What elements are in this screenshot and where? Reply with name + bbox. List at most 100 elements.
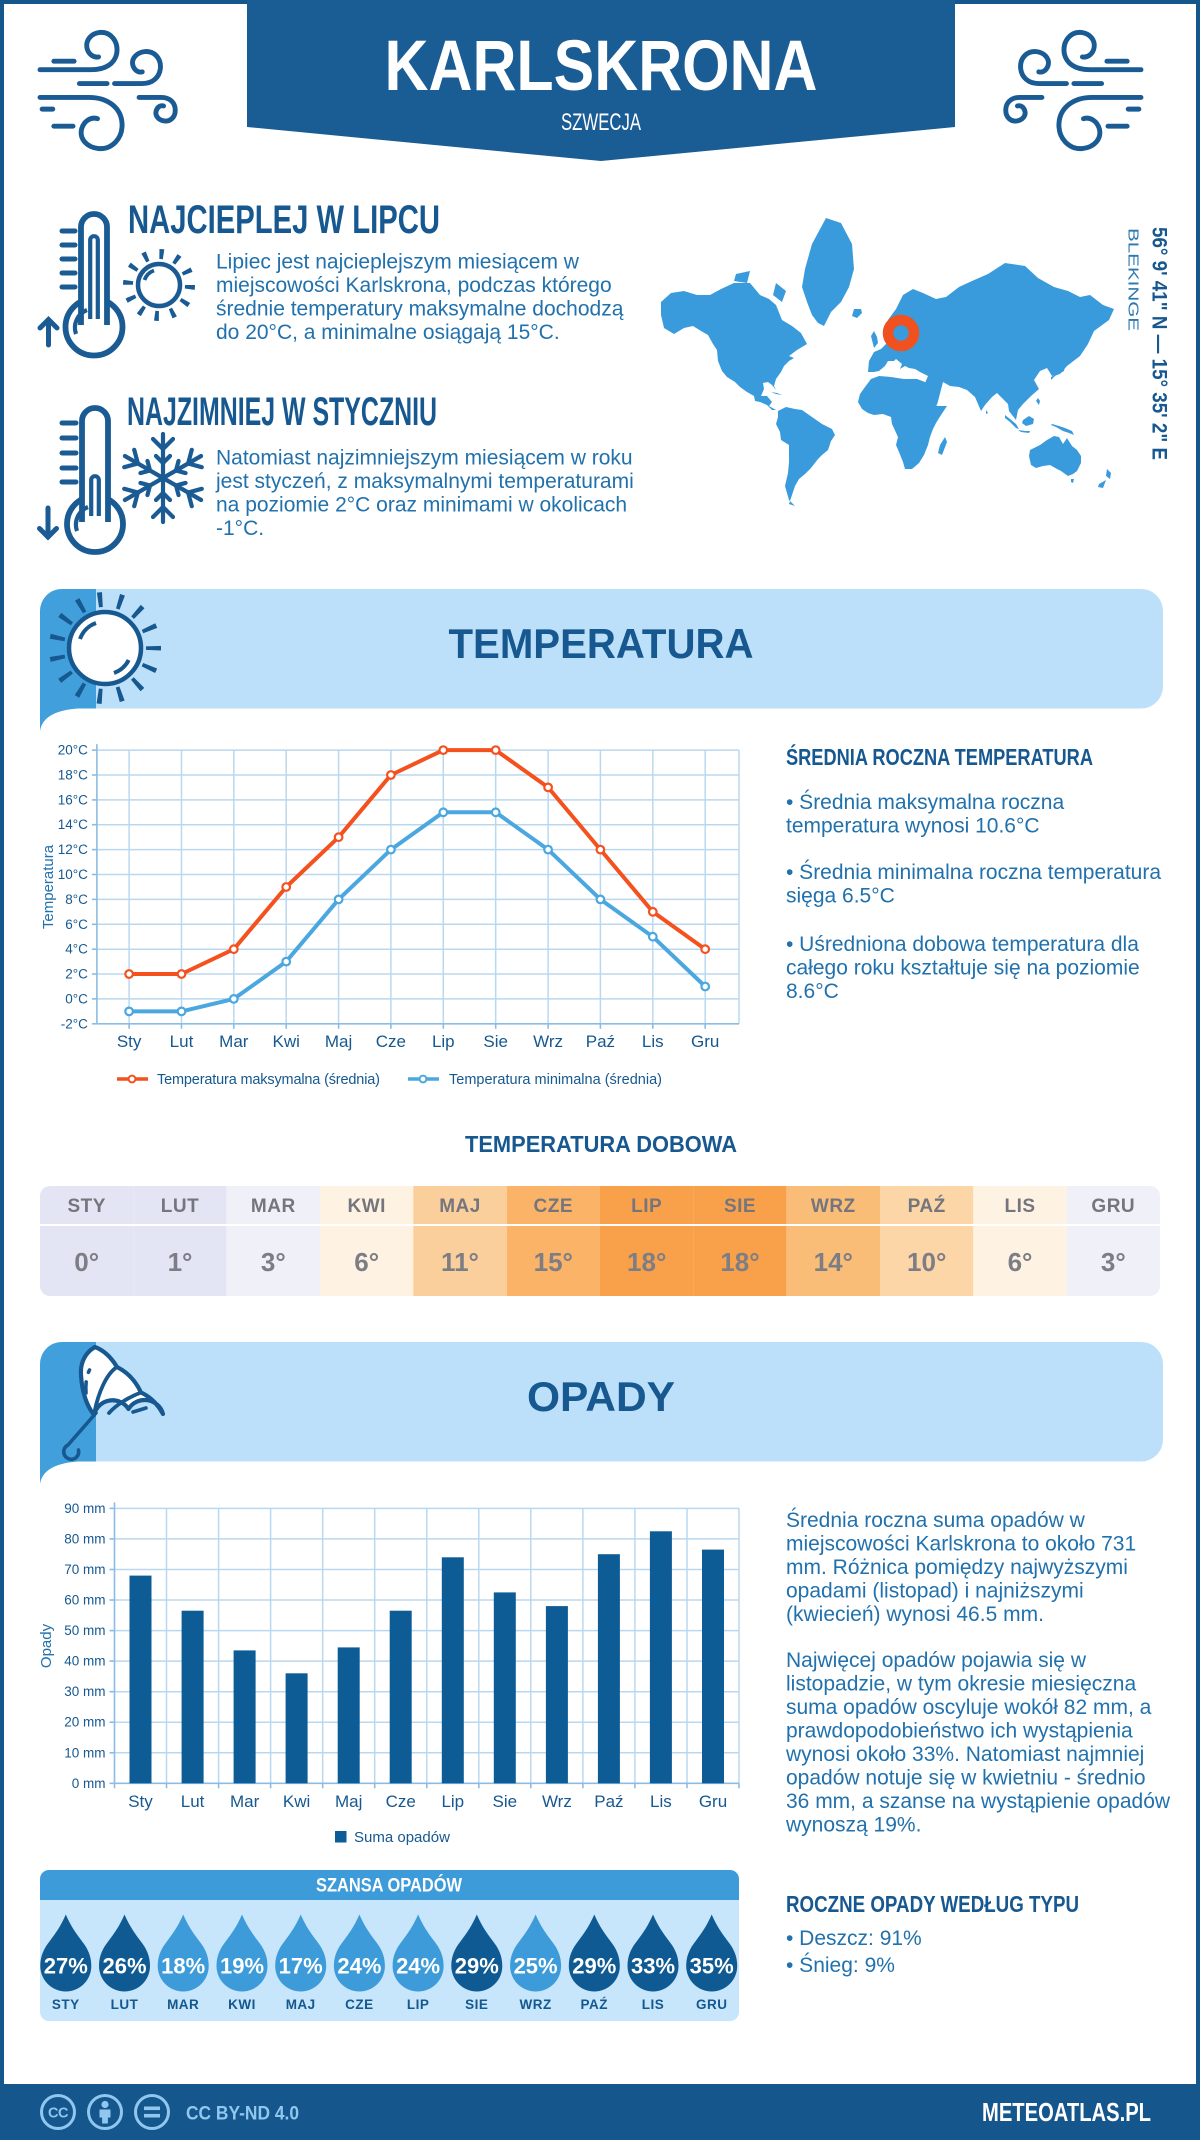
svg-text:OPADY: OPADY [527, 1373, 675, 1420]
svg-text:Lip: Lip [432, 1032, 455, 1051]
svg-text:MAR: MAR [167, 1997, 199, 2012]
svg-text:25%: 25% [514, 1954, 558, 1979]
svg-text:WRZ: WRZ [519, 1997, 551, 2012]
svg-text:0°: 0° [74, 1247, 99, 1277]
svg-text:LUT: LUT [161, 1196, 199, 1217]
svg-text:WRZ: WRZ [811, 1196, 856, 1217]
svg-text:Cze: Cze [386, 1792, 416, 1811]
svg-text:Sty: Sty [128, 1792, 153, 1811]
svg-text:KWI: KWI [228, 1997, 256, 2012]
svg-text:16°C: 16°C [58, 792, 88, 807]
svg-text:SIE: SIE [724, 1196, 756, 1217]
svg-text:18%: 18% [161, 1954, 205, 1979]
svg-text:60 mm: 60 mm [64, 1593, 105, 1608]
svg-text:CZE: CZE [534, 1196, 574, 1217]
svg-text:PAŹ: PAŹ [908, 1195, 946, 1217]
svg-text:LIP: LIP [407, 1997, 430, 2012]
svg-text:70 mm: 70 mm [64, 1562, 105, 1577]
svg-text:80 mm: 80 mm [64, 1531, 105, 1546]
svg-text:CZE: CZE [345, 1997, 374, 2012]
svg-text:20 mm: 20 mm [64, 1715, 105, 1730]
svg-text:METEOATLAS.PL: METEOATLAS.PL [982, 2097, 1151, 2127]
svg-text:• Uśredniona dobowa temperatur: • Uśredniona dobowa temperatura dla całeg… [786, 933, 1140, 1003]
svg-text:17%: 17% [279, 1954, 323, 1979]
svg-text:CC: CC [48, 2106, 69, 2122]
svg-text:24%: 24% [396, 1954, 440, 1979]
svg-text:Lut: Lut [181, 1792, 205, 1811]
svg-text:• Deszcz: 91%: • Deszcz: 91% [786, 1927, 922, 1950]
svg-text:MAJ: MAJ [286, 1997, 316, 2012]
svg-text:6°: 6° [354, 1247, 379, 1277]
svg-text:Suma opadów: Suma opadów [354, 1829, 450, 1846]
svg-text:SZWECJA: SZWECJA [561, 109, 641, 136]
svg-text:29%: 29% [572, 1954, 616, 1979]
svg-text:Kwi: Kwi [272, 1032, 299, 1051]
svg-text:18°C: 18°C [58, 768, 88, 783]
svg-text:STY: STY [67, 1196, 105, 1217]
svg-text:14°C: 14°C [58, 817, 88, 832]
svg-text:Wrz: Wrz [542, 1792, 572, 1811]
svg-text:Gru: Gru [699, 1792, 727, 1811]
svg-text:Sie: Sie [483, 1032, 508, 1051]
svg-text:10°: 10° [907, 1247, 946, 1277]
svg-text:Gru: Gru [691, 1032, 719, 1051]
svg-text:Temperatura maksymalna (średni: Temperatura maksymalna (średnia) [157, 1072, 380, 1088]
svg-text:Sie: Sie [493, 1792, 518, 1811]
svg-text:Opady: Opady [38, 1623, 55, 1668]
svg-text:Paź: Paź [586, 1032, 615, 1051]
svg-text:GRU: GRU [696, 1997, 728, 2012]
svg-text:Lis: Lis [650, 1792, 672, 1811]
svg-text:Wrz: Wrz [533, 1032, 563, 1051]
svg-text:27%: 27% [44, 1954, 88, 1979]
svg-text:LIS: LIS [1004, 1196, 1035, 1217]
svg-text:26%: 26% [102, 1954, 146, 1979]
svg-text:10 mm: 10 mm [64, 1745, 105, 1760]
svg-text:SIE: SIE [465, 1997, 488, 2012]
svg-text:30 mm: 30 mm [64, 1684, 105, 1699]
svg-text:Paź: Paź [594, 1792, 623, 1811]
svg-text:19%: 19% [220, 1954, 264, 1979]
svg-text:1°: 1° [168, 1247, 193, 1277]
svg-text:GRU: GRU [1091, 1196, 1135, 1217]
svg-text:12°C: 12°C [58, 842, 88, 857]
svg-text:ŚREDNIA ROCZNA TEMPERATURA: ŚREDNIA ROCZNA TEMPERATURA [786, 743, 1093, 770]
svg-text:LIS: LIS [642, 1997, 665, 2012]
svg-text:15°: 15° [534, 1247, 573, 1277]
svg-text:0 mm: 0 mm [72, 1776, 106, 1791]
svg-text:Lis: Lis [642, 1032, 664, 1051]
svg-text:14°: 14° [814, 1247, 853, 1277]
svg-text:-2°C: -2°C [61, 1016, 88, 1031]
svg-text:0°C: 0°C [65, 991, 88, 1006]
svg-text:Temperatura: Temperatura [40, 844, 57, 929]
svg-text:18°: 18° [627, 1247, 666, 1277]
svg-text:LIP: LIP [631, 1196, 662, 1217]
svg-text:• Śnieg: 9%: • Śnieg: 9% [786, 1953, 895, 1977]
svg-text:CC BY-ND 4.0: CC BY-ND 4.0 [186, 2103, 299, 2125]
svg-text:MAR: MAR [251, 1196, 296, 1217]
svg-text:18°: 18° [720, 1247, 759, 1277]
svg-text:90 mm: 90 mm [64, 1501, 105, 1516]
svg-text:TEMPERATURA DOBOWA: TEMPERATURA DOBOWA [465, 1131, 737, 1157]
svg-text:TEMPERATURA: TEMPERATURA [449, 620, 754, 667]
svg-text:NAJZIMNIEJ W STYCZNIU: NAJZIMNIEJ W STYCZNIU [127, 390, 437, 434]
svg-text:KWI: KWI [347, 1196, 385, 1217]
svg-text:3°: 3° [261, 1247, 286, 1277]
svg-text:Maj: Maj [335, 1792, 362, 1811]
svg-text:ROCZNE OPADY WEDŁUG TYPU: ROCZNE OPADY WEDŁUG TYPU [786, 1891, 1079, 1917]
svg-text:6°C: 6°C [65, 917, 88, 932]
svg-text:4°C: 4°C [65, 942, 88, 957]
svg-text:MAJ: MAJ [439, 1196, 481, 1217]
svg-text:Natomiast najzimniejszym miesi: Natomiast najzimniejszym miesiącem w rok… [215, 447, 634, 541]
svg-text:24%: 24% [337, 1954, 381, 1979]
svg-text:Lut: Lut [170, 1032, 194, 1051]
svg-text:Lip: Lip [441, 1792, 464, 1811]
svg-text:NAJCIEPLEJ W LIPCU: NAJCIEPLEJ W LIPCU [128, 198, 440, 242]
svg-text:56° 9' 41" N — 15° 35' 2" E: 56° 9' 41" N — 15° 35' 2" E [1148, 227, 1171, 460]
svg-text:10°C: 10°C [58, 867, 88, 882]
svg-text:STY: STY [52, 1997, 80, 2012]
svg-text:PAŹ: PAŹ [581, 1997, 609, 2012]
svg-text:Najwięcej opadów pojawia się w: Najwięcej opadów pojawia się w listopadzi… [785, 1649, 1171, 1837]
svg-text:KARLSKRONA: KARLSKRONA [385, 27, 818, 106]
svg-text:3°: 3° [1101, 1247, 1126, 1277]
